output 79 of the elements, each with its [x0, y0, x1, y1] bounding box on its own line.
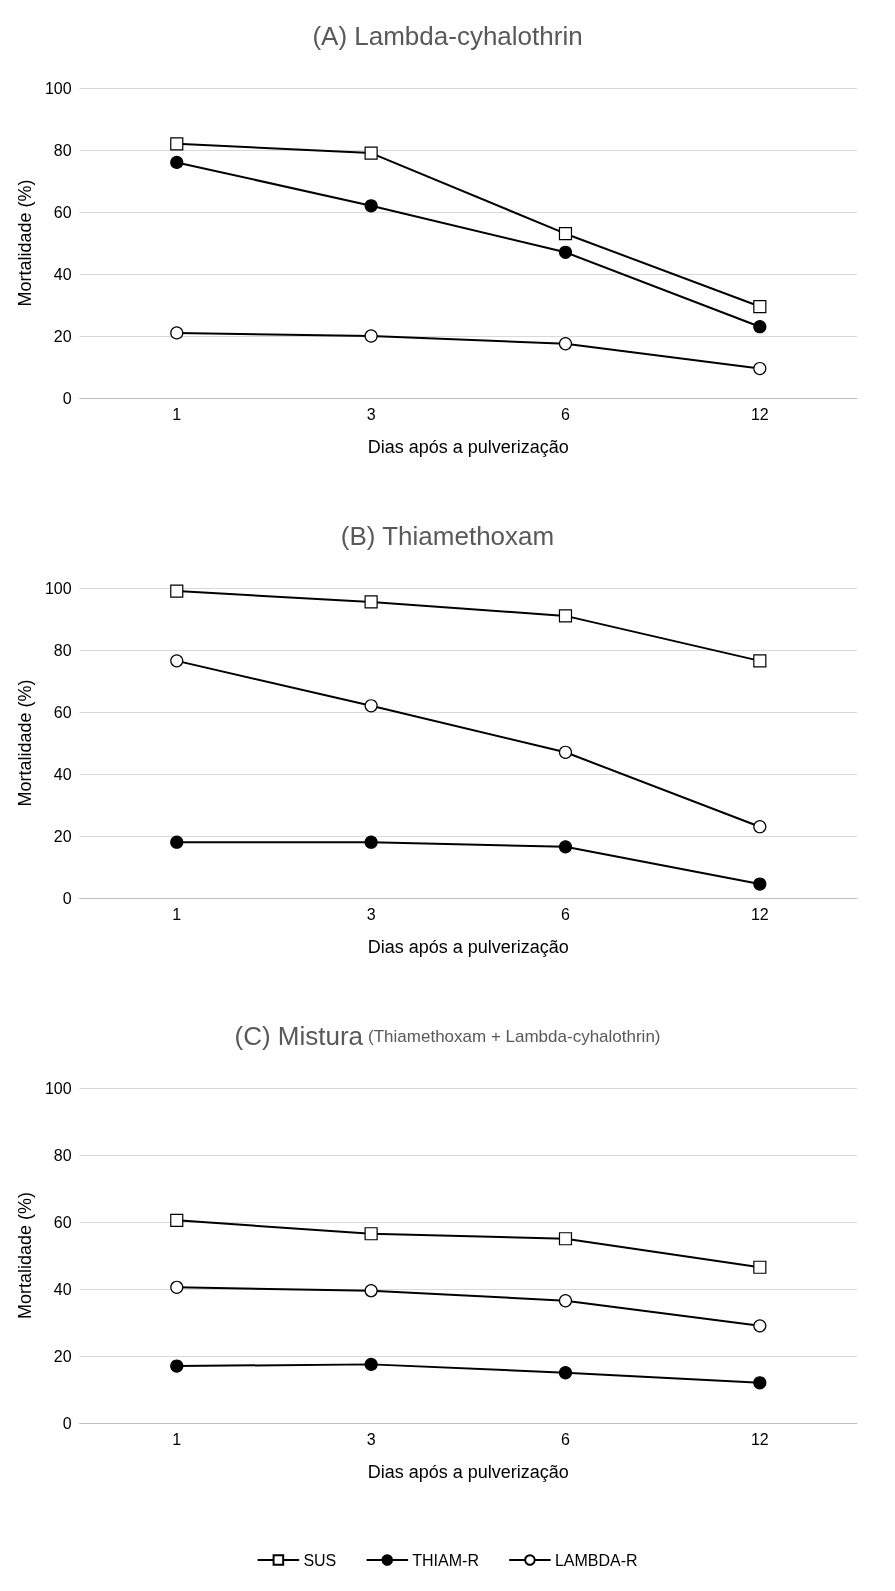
chart-title: (C) Mistura: [234, 1021, 364, 1051]
x-tick-label: 3: [366, 1430, 376, 1448]
legend-label: LAMBDA-R: [554, 1551, 638, 1569]
y-tick-label: 40: [53, 765, 72, 783]
point: [170, 326, 184, 340]
point: [364, 699, 378, 713]
y-tick-label: 80: [53, 641, 72, 659]
point: [170, 1359, 184, 1373]
x-axis-title: Dias após a pulverização: [367, 937, 569, 957]
y-tick-label: 20: [53, 1347, 72, 1365]
point: [170, 584, 184, 598]
y-tick-label: 100: [44, 79, 72, 97]
point: [558, 1366, 573, 1380]
x-tick-label: 1: [172, 905, 182, 923]
x-tick-label: 12: [750, 1430, 769, 1448]
x-tick-label: 3: [366, 905, 376, 923]
y-tick-label: 60: [53, 703, 72, 721]
point: [364, 199, 378, 213]
point: [753, 1376, 767, 1390]
y-tick-label: 60: [53, 203, 72, 221]
point: [753, 877, 767, 891]
chart-title: (A) Lambda-cyhalothrin: [312, 21, 583, 51]
y-tick-label: 100: [44, 1079, 72, 1097]
chart-title: (B) Thiamethoxam: [340, 521, 555, 551]
point: [170, 1280, 184, 1294]
y-tick-label: 60: [53, 1213, 72, 1231]
point: [364, 329, 378, 343]
y-tick-label: 0: [62, 889, 72, 907]
point: [753, 654, 767, 668]
legend-label: THIAM-R: [412, 1551, 479, 1569]
legend-label: SUS: [303, 1551, 337, 1569]
point: [558, 609, 573, 623]
x-tick-label: 12: [750, 405, 769, 423]
point: [753, 1260, 767, 1274]
y-axis-title: Mortalidade (%): [15, 1191, 35, 1320]
y-tick-label: 100: [44, 579, 72, 597]
x-tick-label: 1: [172, 405, 182, 423]
y-tick-label: 40: [53, 265, 72, 283]
x-tick-label: 12: [750, 905, 769, 923]
point: [364, 1357, 378, 1371]
chart-subtitle: (Thiamethoxam + Lambda-cyhalothrin): [368, 1026, 661, 1046]
x-tick-label: 6: [561, 1430, 571, 1448]
x-tick-label: 1: [172, 1430, 182, 1448]
x-tick-label: 6: [561, 905, 571, 923]
point: [753, 1319, 767, 1333]
point: [558, 840, 573, 854]
point: [558, 745, 573, 759]
x-axis-title: Dias após a pulverização: [367, 1462, 569, 1482]
point: [558, 1294, 573, 1308]
point: [558, 227, 573, 241]
point: [753, 820, 767, 834]
x-axis-title: Dias após a pulverização: [367, 437, 569, 457]
point: [364, 1227, 378, 1241]
point: [558, 337, 573, 351]
point: [558, 245, 573, 259]
point: [170, 1213, 184, 1227]
point: [753, 361, 767, 376]
y-tick-label: 20: [53, 327, 72, 345]
y-tick-label: 0: [62, 1414, 72, 1432]
point: [753, 299, 767, 314]
point: [364, 835, 378, 849]
y-axis-title: Mortalidade (%): [15, 679, 35, 807]
point: [170, 654, 184, 668]
y-tick-label: 0: [62, 389, 72, 407]
point: [753, 320, 767, 334]
point: [170, 137, 184, 151]
point: [558, 1232, 573, 1246]
x-tick-label: 6: [561, 405, 571, 423]
y-tick-label: 80: [53, 141, 72, 159]
point: [364, 595, 378, 609]
y-axis-title: Mortalidade (%): [15, 179, 35, 307]
point: [364, 146, 378, 160]
point: [170, 835, 184, 849]
y-tick-label: 20: [53, 827, 72, 845]
y-tick-label: 40: [53, 1280, 72, 1298]
point: [170, 155, 184, 169]
point: [364, 1284, 378, 1298]
y-tick-label: 80: [53, 1146, 72, 1164]
x-tick-label: 3: [366, 405, 376, 423]
